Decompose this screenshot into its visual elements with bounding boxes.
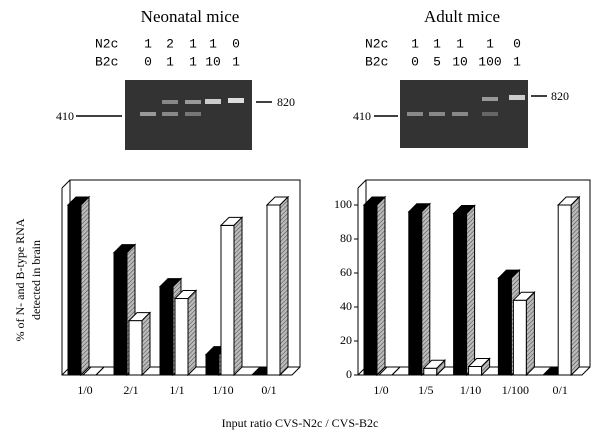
- gel-lane-label: 1: [411, 36, 419, 51]
- gel-lane-label: 1: [166, 54, 174, 69]
- bar-side: [141, 311, 151, 377]
- gel-lane-label: 100: [478, 54, 501, 69]
- marker-lines: [76, 95, 547, 117]
- bar: [408, 211, 423, 376]
- gel-lane-label: 1: [433, 36, 441, 51]
- bar: [557, 204, 572, 376]
- x-tick-label: 2/1: [123, 383, 138, 397]
- bar-side: [95, 366, 105, 376]
- bar: [113, 252, 128, 376]
- gel-lane-label: 0: [411, 54, 419, 69]
- bar-side: [436, 358, 446, 377]
- bar-side: [187, 289, 197, 377]
- bar-side: [391, 366, 401, 376]
- marker-label: 820: [551, 89, 569, 103]
- bar: [423, 367, 438, 376]
- gel-lane-label: 1: [456, 36, 464, 51]
- x-tick-label: 1/1: [169, 383, 184, 397]
- bar: [363, 204, 378, 376]
- bar-side: [481, 357, 491, 377]
- bar: [174, 298, 189, 376]
- gel-row-label: B2c: [365, 54, 388, 69]
- bar: [468, 366, 483, 376]
- marker-label: 410: [353, 109, 371, 123]
- gel-lane-label: 0: [513, 36, 521, 51]
- bar: [497, 277, 512, 376]
- gel-lane-label: 1: [144, 36, 152, 51]
- bar-side: [233, 216, 243, 377]
- y-label-line: % of N- and B-type RNA: [13, 218, 27, 341]
- gel-row-label: N2c: [365, 36, 388, 51]
- x-tick-label: 0/1: [261, 383, 276, 397]
- gel-bands: [407, 95, 525, 116]
- gel-lane-label: 0: [232, 36, 240, 51]
- bar: [128, 320, 143, 376]
- x-tick-label: 1/10: [212, 383, 233, 397]
- gel-lane-label: 5: [433, 54, 441, 69]
- bar: [220, 224, 235, 376]
- gel-lane-label: 10: [452, 54, 468, 69]
- y-tick-label: 20: [340, 333, 352, 347]
- bar-side: [421, 202, 431, 377]
- x-tick-label: 1/5: [418, 383, 433, 397]
- gel-lane-label: 1: [209, 36, 217, 51]
- x-tick-label: 0/1: [553, 383, 568, 397]
- gel-title: Adult mice: [424, 7, 500, 26]
- y-tick-label: 80: [340, 231, 352, 245]
- bar: [67, 204, 82, 376]
- gel-row-label: B2c: [95, 54, 118, 69]
- gel-lane-label: 0: [144, 54, 152, 69]
- bar: [205, 354, 220, 376]
- axis-frame: [357, 179, 367, 189]
- x-tick-label: 1/100: [502, 383, 529, 397]
- bar: [453, 213, 468, 376]
- bar-side: [466, 204, 476, 377]
- gel-lane-label: 10: [205, 54, 221, 69]
- gel-lane-label: 1: [486, 36, 494, 51]
- gel-title: Neonatal mice: [141, 7, 240, 26]
- bar-side: [570, 195, 580, 377]
- gel-lane-label: 1: [513, 54, 521, 69]
- y-label-line: detected in brain: [29, 240, 43, 320]
- y-tick-label: 0: [346, 367, 352, 381]
- x-tick-label: 1/0: [77, 383, 92, 397]
- axis-frame: [61, 179, 71, 189]
- marker-label: 820: [277, 95, 295, 109]
- y-tick-label: 40: [340, 299, 352, 313]
- bar: [512, 299, 527, 376]
- bar-side: [376, 195, 386, 377]
- x-label: Input ratio CVS-N2c / CVS-B2c: [222, 416, 379, 430]
- bar-side: [279, 195, 289, 377]
- gel-bands: [140, 98, 244, 116]
- y-tick-label: 60: [340, 265, 352, 279]
- gel-row-label: N2c: [95, 36, 118, 51]
- gel-lane-label: 2: [166, 36, 174, 51]
- gel-lane-label: 1: [189, 54, 197, 69]
- bar-side: [525, 290, 535, 377]
- y-tick-label: 100: [334, 197, 352, 211]
- bar: [266, 204, 281, 376]
- x-tick-label: 1/10: [460, 383, 481, 397]
- x-tick-label: 1/0: [373, 383, 388, 397]
- gel-lane-label: 1: [189, 36, 197, 51]
- bar-side: [80, 195, 90, 377]
- marker-label: 410: [56, 109, 74, 123]
- y-label: % of N- and B-type RNA detected in brain: [13, 218, 43, 341]
- gel-lane-label: 1: [232, 54, 240, 69]
- bar: [159, 286, 174, 376]
